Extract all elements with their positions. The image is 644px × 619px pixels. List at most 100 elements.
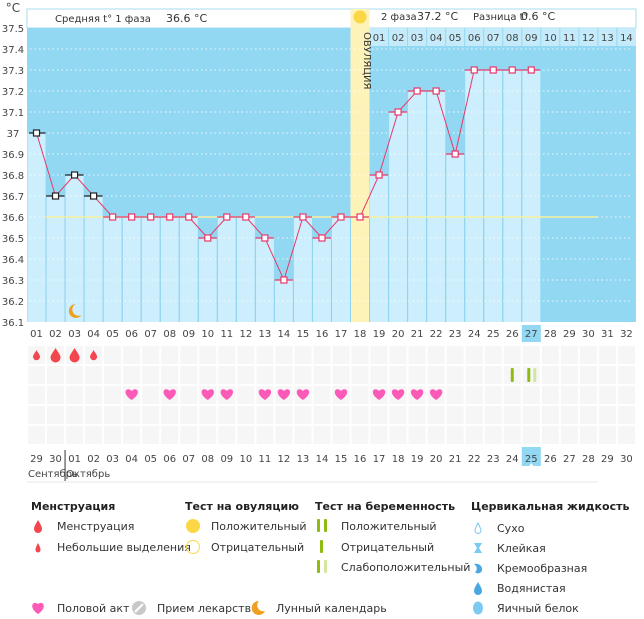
calendar-cell[interactable] [332, 406, 350, 424]
calendar-cell[interactable] [503, 346, 521, 364]
calendar-cell[interactable] [237, 386, 255, 404]
calendar-cell[interactable] [313, 366, 331, 384]
calendar-cell[interactable] [256, 406, 274, 424]
calendar-cell[interactable] [598, 366, 616, 384]
calendar-cell[interactable] [560, 406, 578, 424]
calendar-cell[interactable] [28, 406, 46, 424]
temperature-point[interactable] [470, 66, 478, 74]
calendar-cell[interactable] [465, 426, 483, 444]
calendar-cell[interactable] [237, 426, 255, 444]
calendar-cell[interactable] [294, 366, 312, 384]
calendar-cell[interactable] [617, 366, 635, 384]
calendar-cell[interactable] [313, 406, 331, 424]
temperature-point[interactable] [451, 150, 459, 158]
temperature-point[interactable] [204, 234, 212, 242]
menstruation-drop-icon[interactable] [33, 350, 41, 361]
calendar-cell[interactable] [256, 426, 274, 444]
temperature-point[interactable] [299, 213, 307, 221]
temperature-point[interactable] [508, 66, 516, 74]
calendar-cell[interactable] [408, 366, 426, 384]
calendar-cell[interactable] [85, 426, 103, 444]
heart-icon[interactable] [334, 389, 348, 400]
calendar-cell[interactable] [427, 406, 445, 424]
calendar-cell[interactable] [237, 346, 255, 364]
calendar-cell[interactable] [66, 426, 84, 444]
calendar-cell[interactable] [522, 426, 540, 444]
calendar-cell[interactable] [598, 406, 616, 424]
heart-icon[interactable] [372, 389, 386, 400]
temperature-point[interactable] [242, 213, 250, 221]
calendar-cell[interactable] [85, 386, 103, 404]
calendar-cell[interactable] [541, 406, 559, 424]
calendar-cell[interactable] [66, 406, 84, 424]
calendar-cell[interactable] [256, 366, 274, 384]
calendar-cell[interactable] [484, 386, 502, 404]
heart-icon[interactable] [125, 389, 138, 400]
calendar-cell[interactable] [313, 386, 331, 404]
calendar-cell[interactable] [370, 406, 388, 424]
calendar-cell[interactable] [28, 386, 46, 404]
calendar-cell[interactable] [446, 386, 464, 404]
calendar-cell[interactable] [522, 366, 540, 384]
calendar-cell[interactable] [617, 426, 635, 444]
calendar-cell[interactable] [180, 426, 198, 444]
temperature-point[interactable] [128, 213, 136, 221]
heart-icon[interactable] [220, 389, 234, 400]
pregnancy-test-weak-icon[interactable] [533, 368, 537, 382]
temperature-point[interactable] [90, 192, 98, 200]
heart-icon[interactable] [429, 389, 443, 400]
calendar-cell[interactable] [161, 426, 179, 444]
temperature-point[interactable] [109, 213, 117, 221]
temperature-point[interactable] [432, 87, 440, 95]
calendar-cell[interactable] [142, 366, 160, 384]
calendar-cell[interactable] [465, 366, 483, 384]
calendar-cell[interactable] [294, 346, 312, 364]
calendar-cell[interactable] [446, 426, 464, 444]
heart-icon[interactable] [258, 389, 272, 400]
temperature-point[interactable] [489, 66, 497, 74]
calendar-cell[interactable] [503, 426, 521, 444]
calendar-cell[interactable] [47, 406, 65, 424]
calendar-cell[interactable] [218, 366, 236, 384]
calendar-cell[interactable] [541, 386, 559, 404]
calendar-cell[interactable] [218, 426, 236, 444]
temperature-point[interactable] [223, 213, 231, 221]
calendar-cell[interactable] [446, 406, 464, 424]
temperature-point[interactable] [527, 66, 535, 74]
calendar-cell[interactable] [332, 426, 350, 444]
temperature-point[interactable] [32, 129, 41, 137]
calendar-cell[interactable] [123, 346, 141, 364]
calendar-cell[interactable] [560, 426, 578, 444]
heart-icon[interactable] [201, 389, 214, 400]
calendar-cell[interactable] [351, 426, 369, 444]
temperature-point[interactable] [394, 108, 402, 116]
calendar-cell[interactable] [294, 406, 312, 424]
calendar-cell[interactable] [541, 346, 559, 364]
calendar-cell[interactable] [332, 346, 350, 364]
calendar-cell[interactable] [142, 386, 160, 404]
calendar-cell[interactable] [484, 366, 502, 384]
calendar-cell[interactable] [123, 406, 141, 424]
temperature-point[interactable] [337, 213, 345, 221]
calendar-cell[interactable] [104, 426, 122, 444]
calendar-cell[interactable] [142, 406, 160, 424]
calendar-cell[interactable] [85, 406, 103, 424]
calendar-cell[interactable] [199, 366, 217, 384]
temperature-point[interactable] [51, 192, 60, 200]
calendar-cell[interactable] [294, 426, 312, 444]
calendar-cell[interactable] [370, 346, 388, 364]
pregnancy-test-icon[interactable] [510, 368, 514, 382]
calendar-cell[interactable] [256, 346, 274, 364]
calendar-cell[interactable] [85, 366, 103, 384]
calendar-cell[interactable] [218, 406, 236, 424]
heart-icon[interactable] [277, 389, 291, 400]
calendar-cell[interactable] [237, 366, 255, 384]
calendar-cell[interactable] [332, 366, 350, 384]
calendar-cell[interactable] [617, 386, 635, 404]
calendar-cell[interactable] [313, 426, 331, 444]
calendar-cell[interactable] [104, 346, 122, 364]
temperature-point[interactable] [318, 234, 326, 242]
calendar-cell[interactable] [598, 426, 616, 444]
calendar-cell[interactable] [579, 346, 597, 364]
calendar-cell[interactable] [180, 386, 198, 404]
